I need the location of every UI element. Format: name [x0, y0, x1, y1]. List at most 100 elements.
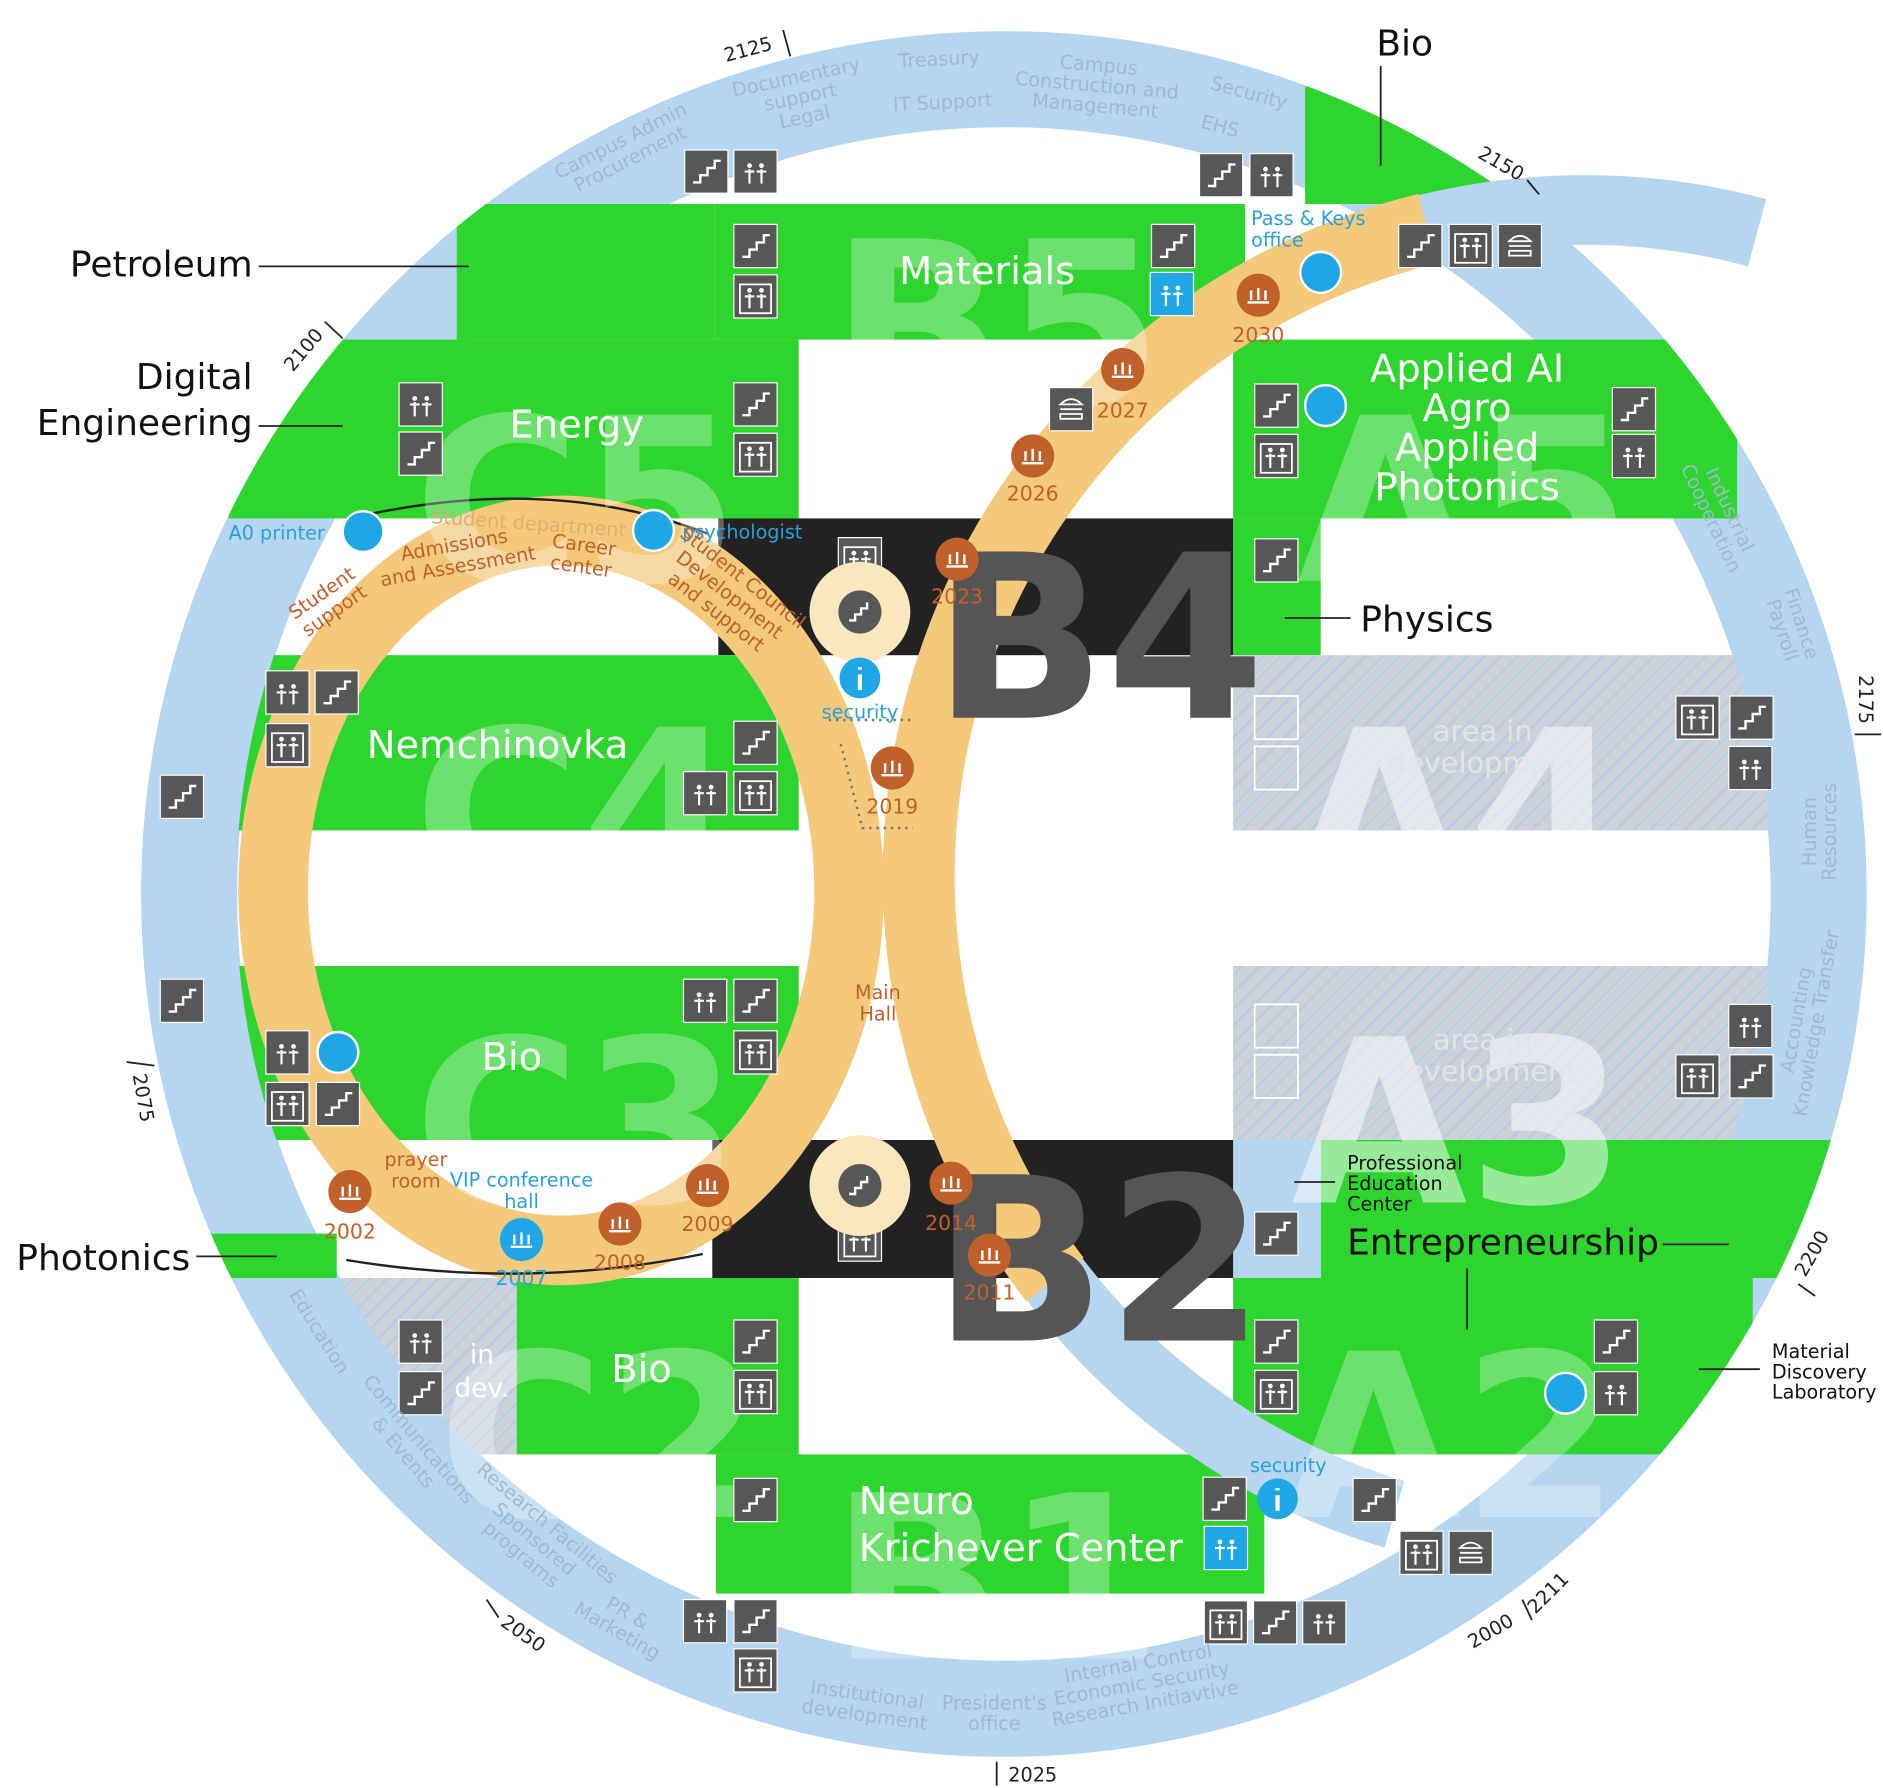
icon-e — [734, 1370, 777, 1413]
icon-e — [734, 1649, 777, 1692]
auditorium-number: 2027 — [1097, 399, 1149, 423]
icon-t — [1729, 746, 1772, 789]
person-head — [1620, 1385, 1625, 1390]
petroleum-area — [457, 204, 715, 340]
icon-t — [734, 150, 777, 193]
icon-s — [1203, 1477, 1246, 1520]
department-label: Treasury — [897, 45, 980, 72]
person-head — [1742, 760, 1747, 765]
icon-t — [1612, 434, 1655, 477]
person-head — [1425, 1544, 1430, 1549]
service-label-group: prayerroom — [384, 1148, 447, 1193]
block-name: Nemchinovka — [367, 723, 628, 768]
person-head — [697, 992, 702, 997]
outside-label: Bio — [1376, 24, 1433, 65]
person-head — [1608, 1385, 1613, 1390]
auditorium-number: 2014 — [925, 1211, 977, 1235]
outside-label: Photonics — [16, 1238, 190, 1279]
department-label-group: Treasury — [897, 45, 980, 72]
auditorium-number: 2023 — [931, 585, 983, 609]
person-head — [1218, 1540, 1223, 1545]
block-name: development — [1388, 1054, 1578, 1088]
icon-box — [684, 979, 727, 1022]
service-label: security — [822, 700, 899, 723]
person-head — [1218, 1614, 1223, 1619]
block-name: Materials — [899, 249, 1075, 294]
icon-box — [1729, 1004, 1772, 1047]
icon-e — [1255, 1370, 1298, 1413]
outside-label: Physics — [1360, 600, 1493, 641]
person-head — [697, 785, 702, 790]
icon-e — [1676, 696, 1719, 739]
person-head — [1474, 238, 1479, 243]
outside-label: Center — [1347, 1192, 1412, 1215]
person-head — [759, 446, 764, 451]
person-head — [747, 1044, 752, 1049]
person-head — [291, 1044, 296, 1049]
service-label: hall — [504, 1190, 539, 1213]
icon-s — [1399, 224, 1442, 267]
block-name: Energy — [509, 403, 643, 448]
service-label-group: A0 printer — [229, 522, 325, 545]
outside-label: Petroleum — [70, 244, 253, 285]
icon-box — [1150, 272, 1193, 315]
service-label-group: MainHall — [855, 981, 901, 1026]
icon-s — [315, 671, 358, 714]
block-name-group: Energy — [509, 403, 643, 448]
icon-s — [1730, 696, 1773, 739]
icon-s — [1255, 539, 1298, 582]
person-head — [1316, 1614, 1321, 1619]
icon-box — [266, 671, 309, 714]
person-head — [1754, 1018, 1759, 1023]
department-label: office — [968, 1712, 1021, 1735]
block-name: Bio — [611, 1347, 672, 1392]
person-head — [1328, 1614, 1333, 1619]
campus-map: B5MaterialsC5EnergyA5Applied AIAgroAppli… — [0, 0, 1883, 1788]
person-head — [291, 684, 296, 689]
person-head — [759, 1384, 764, 1389]
person-head — [1413, 1544, 1418, 1549]
person-head — [1742, 1018, 1747, 1023]
person-head — [709, 992, 714, 997]
person-head — [424, 396, 429, 401]
person-head — [279, 1044, 284, 1049]
icon-s — [1353, 1478, 1396, 1521]
icon-t — [399, 1320, 442, 1363]
service-icon — [1545, 1373, 1586, 1414]
icon-box — [1612, 434, 1655, 477]
auditorium-number: 2030 — [1232, 323, 1284, 347]
block-name-group: Materials — [899, 249, 1075, 294]
person-head — [1230, 1614, 1235, 1619]
outside-label: Engineering — [37, 403, 253, 444]
person-head — [279, 1096, 284, 1101]
icon-t — [1150, 272, 1193, 315]
service-label: Hall — [859, 1003, 896, 1026]
outside-label-group: Bio — [1376, 24, 1433, 65]
outside-label-group: Photonics — [16, 1238, 190, 1279]
icon-s — [399, 432, 442, 475]
icon-t — [684, 772, 727, 815]
person-head — [1164, 286, 1169, 291]
person-head — [1689, 1068, 1694, 1073]
block-name: development — [1388, 745, 1578, 779]
person-head — [1275, 167, 1280, 172]
icon-t — [1729, 1004, 1772, 1047]
icon-t — [1250, 154, 1293, 197]
person-head — [1626, 448, 1631, 453]
icon-s — [734, 224, 777, 267]
person-head — [291, 1096, 296, 1101]
icon-s — [1254, 1601, 1297, 1644]
icon-s — [734, 383, 777, 426]
icon-box — [1250, 154, 1293, 197]
icon-s — [1612, 388, 1655, 431]
person-head — [1263, 167, 1268, 172]
icon-box — [684, 1600, 727, 1643]
block-name: Applied — [1395, 426, 1539, 471]
icon-s — [734, 1478, 777, 1521]
outside-label-group: Petroleum — [70, 244, 253, 285]
service-label: prayer — [384, 1148, 447, 1171]
icon-t — [684, 979, 727, 1022]
service-label-group: Careercenter — [548, 529, 618, 582]
service-label: room — [391, 1170, 441, 1193]
outside-label: Digital — [136, 357, 253, 398]
